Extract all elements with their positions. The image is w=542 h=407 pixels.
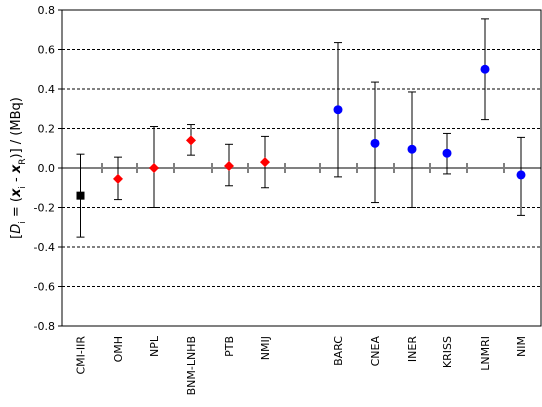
y-axis-title-part: D [9,224,24,234]
y-axis-ticks: -0.8 -0.6 -0.4 -0.2 0.0 0.2 0.4 0.6 0.8 [34,4,62,333]
x-category-label: KRISS [441,336,454,368]
data-point-diamond [149,163,159,173]
data-point-circle [442,148,452,158]
y-tick-label: -0.2 [34,202,55,215]
y-axis-title-part: )] / (MBq) [9,97,24,158]
data-point-circle [407,144,417,154]
data-point-circle [333,105,343,115]
y-tick-label: -0.4 [34,241,55,254]
y-tick-label: 0.2 [38,123,56,136]
x-category-label: INER [406,336,419,362]
x-category-label: NMIJ [259,336,272,360]
y-axis-title-part: - [9,173,24,186]
y-axis-title-part: x [9,188,24,198]
y-axis-title: [Di = (xi - xR)] / (MBq) [9,97,28,239]
x-category-label: OMH [112,336,125,362]
y-axis-title-part: i [18,221,28,224]
y-tick-label: 0.6 [38,44,56,57]
y-tick-label: -0.8 [34,320,55,333]
data-point-diamond [260,157,270,168]
x-category-label: NIM [515,336,528,357]
x-category-label: BNM-LNHB [185,336,198,395]
y-axis-title-part: i [18,186,28,189]
y-tick-label: 0.8 [38,4,56,17]
x-axis-labels: CMI-IIR OMH NPL BNM-LNHB PTB NMIJ BARC CNEA INER… [75,335,529,395]
data-point-diamond [224,161,234,172]
x-category-label: BARC [332,336,345,366]
data-point-circle [516,170,526,180]
data-point-diamond [113,173,123,184]
y-tick-label: 0.4 [38,83,56,96]
x-category-label: CNEA [369,336,382,367]
x-category-label: NPL [148,335,161,357]
y-axis-title-part: [ [9,234,24,239]
y-axis-title-part: R [18,158,28,164]
data-point-square [76,191,85,200]
y-axis-title-part: x [9,164,24,174]
x-category-label: PTB [223,336,236,357]
data-point-circle [480,64,490,74]
x-category-label: CMI-IIR [75,336,88,375]
data-series [76,18,526,238]
y-tick-label: 0.0 [38,162,56,175]
zero-line-group [62,163,541,173]
y-axis-title-part: = ( [9,197,24,221]
data-point-circle [370,138,380,148]
x-category-label: LNMRI [479,336,492,371]
y-tick-label: -0.6 [34,281,55,294]
data-point-diamond [186,135,196,146]
